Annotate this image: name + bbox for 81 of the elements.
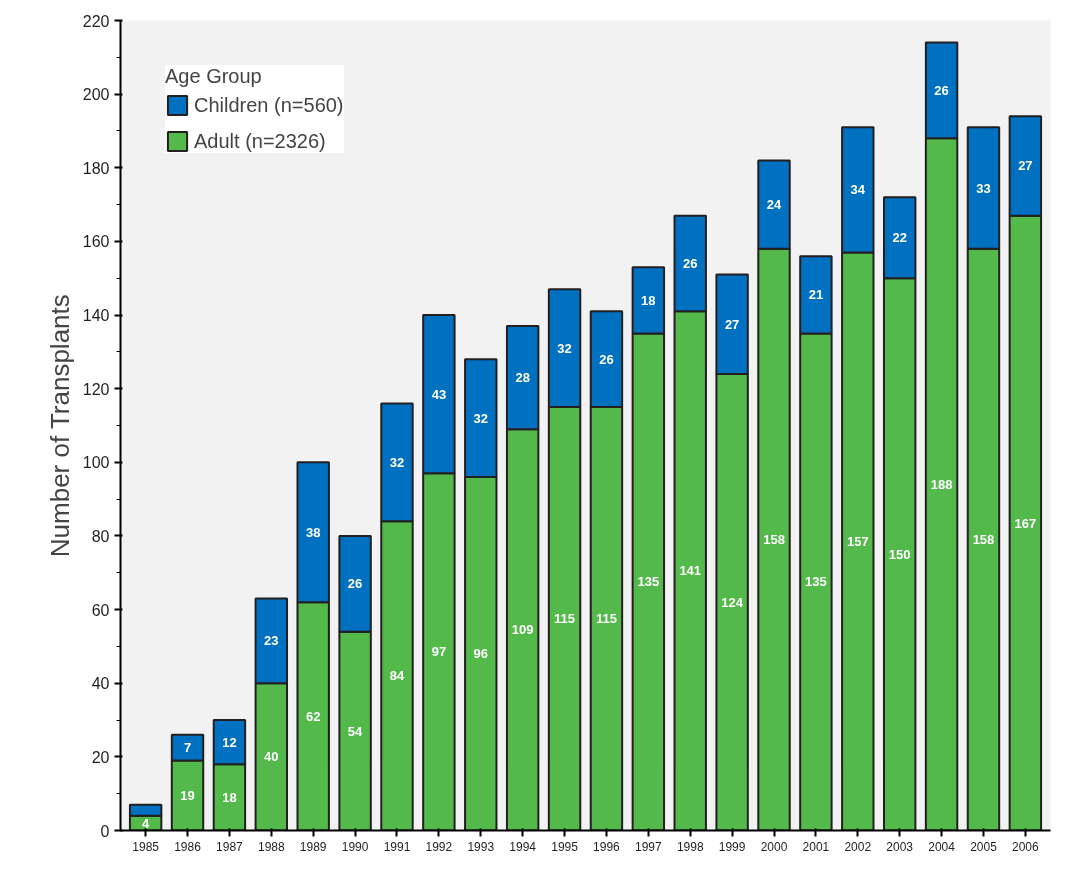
data-label: 115	[595, 611, 617, 627]
y-tick-label: 40	[91, 675, 110, 693]
y-tick-label: 20	[91, 748, 110, 766]
data-label: 167	[1014, 515, 1037, 531]
data-label: 62	[305, 708, 321, 724]
x-tick-label: 1995	[551, 839, 579, 854]
x-tick-label: 2002	[844, 839, 872, 854]
data-label: 115	[554, 611, 576, 627]
x-tick-label: 1998	[676, 839, 704, 854]
legend-label: Adult (n=2326)	[194, 129, 326, 153]
x-tick-label: 1997	[634, 839, 663, 854]
y-tick-label: 0	[100, 822, 110, 840]
x-tick-label: 1994	[509, 839, 537, 854]
data-label: 141	[679, 563, 702, 579]
y-axis-title: Number of Transplants	[44, 294, 75, 558]
legend-label: Children (n=560)	[194, 93, 344, 117]
data-label: 24	[766, 197, 783, 213]
data-label: 109	[511, 622, 534, 638]
y-tick-label: 200	[82, 86, 110, 104]
data-label: 33	[976, 180, 991, 196]
data-label: 135	[805, 574, 827, 590]
data-label: 28	[515, 370, 530, 386]
x-tick-label: 2000	[760, 839, 788, 854]
data-label: 27	[1018, 158, 1033, 174]
x-tick-label: 1985	[132, 839, 160, 854]
x-tick-label: 1988	[257, 839, 285, 854]
data-label: 32	[557, 340, 572, 356]
y-tick-label: 180	[82, 159, 110, 177]
data-label: 26	[347, 576, 363, 592]
data-label: 84	[389, 668, 405, 684]
data-label: 135	[637, 574, 660, 590]
data-label: 19	[180, 788, 195, 804]
data-label: 34	[850, 182, 866, 198]
x-tick-label: 2001	[802, 839, 830, 854]
x-tick-label: 2003	[886, 839, 914, 854]
data-label: 158	[763, 532, 785, 548]
data-label: 157	[846, 533, 869, 549]
data-label: 18	[641, 292, 656, 308]
y-tick-label: 160	[82, 233, 110, 251]
y-tick-label: 140	[82, 307, 110, 325]
data-label: 32	[389, 454, 405, 470]
x-tick-label: 1999	[718, 839, 746, 854]
data-label: 43	[431, 386, 447, 402]
x-tick-label: 1989	[299, 839, 327, 854]
x-tick-label: 1987	[216, 839, 244, 854]
y-tick-label: 80	[91, 527, 110, 545]
x-tick-label: 2006	[1012, 839, 1040, 854]
data-label: 40	[264, 749, 279, 765]
x-tick-label: 2005	[970, 839, 998, 854]
x-tick-label: 1993	[467, 839, 495, 854]
legend-title: Age Group	[165, 65, 263, 88]
x-tick-label: 1990	[341, 839, 369, 854]
data-label: 12	[222, 734, 237, 750]
x-tick-label: 1992	[425, 839, 453, 854]
data-label: 97	[431, 644, 447, 660]
data-label: 150	[888, 546, 911, 562]
data-label: 26	[934, 82, 949, 98]
data-label: 38	[305, 524, 321, 540]
data-label: 32	[473, 410, 489, 426]
data-label: 158	[972, 532, 995, 548]
data-label: 21	[808, 287, 824, 303]
data-label: 124	[721, 594, 744, 610]
data-label: 26	[599, 351, 614, 367]
x-tick-label: 1986	[174, 839, 202, 854]
data-label: 4	[142, 815, 151, 831]
x-tick-label: 2004	[928, 839, 956, 854]
y-tick-label: 60	[91, 601, 110, 619]
y-tick-label: 100	[82, 454, 110, 472]
data-label: 188	[930, 476, 953, 492]
x-tick-label: 1996	[593, 839, 621, 854]
data-label: 18	[222, 789, 237, 805]
data-label: 27	[724, 316, 740, 332]
data-label: 54	[347, 723, 364, 739]
data-label: 96	[473, 646, 489, 662]
y-tick-label: 220	[82, 12, 110, 30]
x-tick-label: 1991	[383, 839, 411, 854]
data-label: 26	[683, 256, 698, 271]
data-label: 23	[264, 633, 279, 649]
data-label: 22	[892, 230, 907, 246]
data-label: 7	[183, 740, 192, 756]
y-tick-label: 120	[82, 380, 110, 398]
